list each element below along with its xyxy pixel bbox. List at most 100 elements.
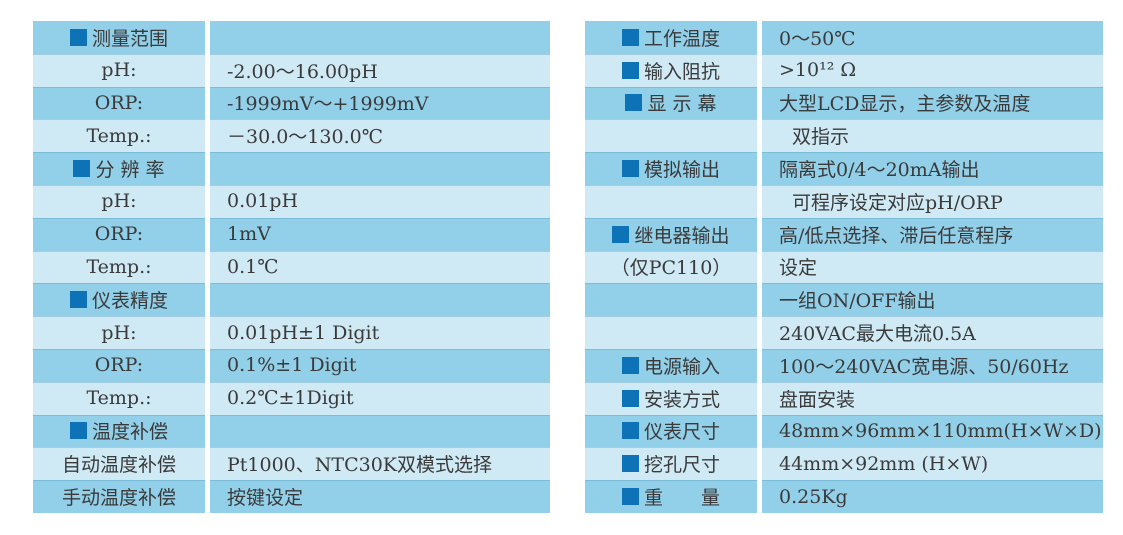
row-label: Temp.: xyxy=(33,250,205,284)
row-value: 100～240VAC宽电源、50/60Hz xyxy=(762,348,1103,382)
spec-table-left: 测量范围 pH: -2.00～16.00pH ORP: -1999mV～+199… xyxy=(33,21,550,513)
table-row: ORP: 1mV xyxy=(33,217,550,251)
row-value: 可程序设定对应pH/ORP xyxy=(762,184,1103,218)
row-label: ORP: xyxy=(33,348,205,382)
spec-table-right: 工作温度 0～50℃ 输入阻抗 >10¹² Ω 显 示 幕 大型LCD显示，主参… xyxy=(585,21,1103,513)
column-divider xyxy=(205,21,210,54)
row-label xyxy=(585,316,757,349)
column-divider xyxy=(205,381,210,415)
column-divider xyxy=(205,348,210,382)
table-row: 双指示 xyxy=(585,119,1103,153)
row-value: 0～50℃ xyxy=(762,21,1103,54)
row-label: 仪表精度 xyxy=(33,283,205,317)
table-row: （仅PC110） 设定 xyxy=(585,250,1103,284)
row-label-text: 仪表尺寸 xyxy=(643,421,720,444)
table-row: Temp.: －30.0～130.0℃ xyxy=(33,119,550,153)
table-row: 温度补偿 xyxy=(33,414,550,448)
row-value: －30.0～130.0℃ xyxy=(210,119,550,153)
bullet-square-icon xyxy=(621,28,639,46)
bullet-square-icon xyxy=(612,225,630,243)
row-value: -1999mV～+1999mV xyxy=(210,86,550,120)
column-divider xyxy=(757,53,762,87)
row-label: 输入阻抗 xyxy=(585,53,757,87)
row-label-text: 手动温度补偿 xyxy=(61,487,176,510)
row-label: 挖孔尺寸 xyxy=(585,447,757,481)
row-label: 自动温度补偿 xyxy=(33,447,205,481)
row-label: 电源输入 xyxy=(585,348,757,382)
bullet-square-icon xyxy=(621,61,639,79)
table-row: pH: -2.00～16.00pH xyxy=(33,53,550,87)
table-row: 仪表精度 xyxy=(33,283,550,317)
row-label-text: 继电器输出 xyxy=(634,224,730,247)
column-divider xyxy=(757,152,762,185)
bullet-square-icon xyxy=(625,94,643,112)
row-label-text: 挖孔尺寸 xyxy=(643,454,720,477)
bullet-square-icon xyxy=(621,389,639,407)
row-value: 0.01pH xyxy=(210,184,550,218)
row-label-text: pH: xyxy=(101,190,137,213)
column-divider xyxy=(757,447,762,481)
table-row: 继电器输出 高/低点选择、滞后任意程序 xyxy=(585,217,1103,251)
row-value: 48mm×96mm×110mm(H×W×D) xyxy=(762,414,1103,448)
row-value xyxy=(210,21,550,54)
row-label-text: Temp.: xyxy=(86,255,152,278)
row-label: 仪表尺寸 xyxy=(585,414,757,448)
row-label: 手动温度补偿 xyxy=(33,480,205,513)
column-divider xyxy=(205,53,210,87)
row-label: 模拟输出 xyxy=(585,152,757,185)
table-row: 测量范围 xyxy=(33,21,550,54)
row-value: 1mV xyxy=(210,217,550,251)
bullet-square-icon xyxy=(621,488,639,506)
bullet-square-icon xyxy=(69,422,87,440)
row-value: 一组ON/OFF输出 xyxy=(762,283,1103,317)
row-value: 240VAC最大电流0.5A xyxy=(762,316,1103,349)
table-row: 模拟输出 隔离式0/4～20mA输出 xyxy=(585,152,1103,185)
row-label-text: pH: xyxy=(101,59,137,82)
column-divider xyxy=(757,86,762,120)
row-label-text: 仪表精度 xyxy=(91,290,168,313)
row-value: 44mm×92mm (H×W) xyxy=(762,447,1103,481)
column-divider xyxy=(757,414,762,448)
row-value: 双指示 xyxy=(762,119,1103,153)
row-value xyxy=(210,414,550,448)
table-row: 安装方式 盘面安装 xyxy=(585,381,1103,415)
row-label-text: Temp.: xyxy=(86,124,152,147)
row-value: 大型LCD显示，主参数及温度 xyxy=(762,86,1103,120)
table-row: ORP: -1999mV～+1999mV xyxy=(33,86,550,120)
row-label-text: 测量范围 xyxy=(91,27,168,50)
row-value: 按键设定 xyxy=(210,480,550,513)
row-label xyxy=(585,119,757,153)
column-divider xyxy=(757,250,762,284)
column-divider xyxy=(757,217,762,251)
table-row: 240VAC最大电流0.5A xyxy=(585,316,1103,349)
row-label-text: ORP: xyxy=(94,354,144,377)
row-label-text: ORP: xyxy=(94,91,144,114)
column-divider xyxy=(205,480,210,513)
column-divider xyxy=(205,152,210,185)
column-divider xyxy=(205,119,210,153)
column-divider xyxy=(757,348,762,382)
row-value: 0.1%±1 Digit xyxy=(210,348,550,382)
table-row: 输入阻抗 >10¹² Ω xyxy=(585,53,1103,87)
table-row: 仪表尺寸 48mm×96mm×110mm(H×W×D) xyxy=(585,414,1103,448)
row-label-text: 电源输入 xyxy=(643,355,720,378)
row-value: 盘面安装 xyxy=(762,381,1103,415)
row-label: pH: xyxy=(33,316,205,349)
table-row: 自动温度补偿 Pt1000、NTC30K双模式选择 xyxy=(33,447,550,481)
row-label: 显 示 幕 xyxy=(585,86,757,120)
row-value: 0.1℃ xyxy=(210,250,550,284)
row-label: 继电器输出 xyxy=(585,217,757,251)
row-label: 测量范围 xyxy=(33,21,205,54)
column-divider xyxy=(205,184,210,218)
row-label-text: 分 辨 率 xyxy=(95,159,165,182)
table-row: 工作温度 0～50℃ xyxy=(585,21,1103,54)
table-row: ORP: 0.1%±1 Digit xyxy=(33,348,550,382)
column-divider xyxy=(757,480,762,513)
row-label-text: （仅PC110） xyxy=(610,257,732,280)
row-value: Pt1000、NTC30K双模式选择 xyxy=(210,447,550,481)
row-label-text: 工作温度 xyxy=(643,27,720,50)
row-label: 重 量 xyxy=(585,480,757,513)
row-value: 0.25Kg xyxy=(762,480,1103,513)
table-row: 可程序设定对应pH/ORP xyxy=(585,184,1103,218)
bullet-square-icon xyxy=(73,160,91,178)
